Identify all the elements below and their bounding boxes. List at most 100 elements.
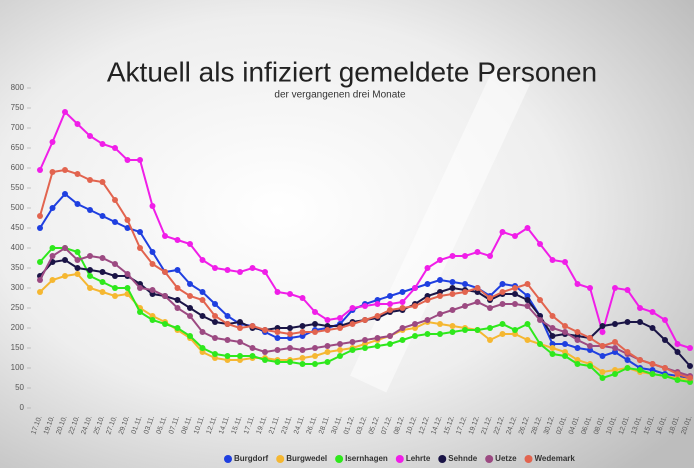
data-point bbox=[600, 375, 606, 381]
data-point bbox=[612, 345, 618, 351]
data-point bbox=[275, 359, 281, 365]
data-point bbox=[425, 265, 431, 271]
data-point bbox=[150, 203, 156, 209]
data-point bbox=[62, 191, 68, 197]
data-point bbox=[387, 307, 393, 313]
data-point bbox=[187, 305, 193, 311]
data-point bbox=[387, 301, 393, 307]
data-point bbox=[575, 337, 581, 343]
data-point bbox=[75, 265, 81, 271]
data-point bbox=[500, 229, 506, 235]
data-point bbox=[237, 353, 243, 359]
data-point bbox=[612, 285, 618, 291]
data-point bbox=[325, 359, 331, 365]
data-point bbox=[75, 121, 81, 127]
data-point bbox=[275, 329, 281, 335]
data-point bbox=[475, 249, 481, 255]
data-point bbox=[237, 325, 243, 331]
data-point bbox=[350, 321, 356, 327]
data-point bbox=[225, 337, 231, 343]
data-point bbox=[125, 271, 131, 277]
y-tick-label: 700 bbox=[11, 123, 25, 132]
data-point bbox=[162, 233, 168, 239]
data-point bbox=[300, 323, 306, 329]
data-point bbox=[500, 289, 506, 295]
data-point bbox=[200, 329, 206, 335]
data-point bbox=[262, 327, 268, 333]
data-point bbox=[337, 347, 343, 353]
data-point bbox=[187, 241, 193, 247]
data-point bbox=[50, 139, 56, 145]
data-point bbox=[100, 255, 106, 261]
data-point bbox=[625, 319, 631, 325]
data-point bbox=[225, 353, 231, 359]
data-point bbox=[100, 279, 106, 285]
data-point bbox=[512, 301, 518, 307]
legend-label: Burgdorf bbox=[234, 454, 269, 463]
data-point bbox=[675, 349, 681, 355]
data-point bbox=[600, 323, 606, 329]
data-point bbox=[175, 267, 181, 273]
data-point bbox=[650, 309, 656, 315]
data-point bbox=[462, 281, 468, 287]
data-point bbox=[112, 261, 118, 267]
data-point bbox=[575, 345, 581, 351]
data-point bbox=[450, 285, 456, 291]
data-point bbox=[600, 343, 606, 349]
data-point bbox=[37, 225, 43, 231]
data-point bbox=[500, 281, 506, 287]
data-point bbox=[612, 339, 618, 345]
data-point bbox=[600, 369, 606, 375]
data-point bbox=[225, 321, 231, 327]
data-point bbox=[612, 371, 618, 377]
data-point bbox=[637, 357, 643, 363]
data-point bbox=[650, 361, 656, 367]
data-point bbox=[600, 353, 606, 359]
data-point bbox=[337, 341, 343, 347]
data-point bbox=[250, 265, 256, 271]
data-point bbox=[437, 311, 443, 317]
data-point bbox=[37, 277, 43, 283]
y-tick-label: 500 bbox=[11, 203, 25, 212]
data-point bbox=[637, 305, 643, 311]
data-point bbox=[62, 109, 68, 115]
data-point bbox=[375, 301, 381, 307]
data-point bbox=[37, 289, 43, 295]
data-point bbox=[62, 273, 68, 279]
data-point bbox=[187, 281, 193, 287]
data-point bbox=[200, 313, 206, 319]
data-point bbox=[462, 327, 468, 333]
data-point bbox=[562, 259, 568, 265]
legend-label: Isernhagen bbox=[345, 454, 388, 463]
data-point bbox=[75, 249, 81, 255]
data-point bbox=[125, 285, 131, 291]
data-point bbox=[175, 297, 181, 303]
data-point bbox=[200, 345, 206, 351]
data-point bbox=[300, 295, 306, 301]
data-point bbox=[575, 361, 581, 367]
data-point bbox=[575, 329, 581, 335]
data-point bbox=[650, 325, 656, 331]
data-point bbox=[525, 281, 531, 287]
chart: Aktuell als infiziert gemeldete Personen… bbox=[0, 0, 694, 468]
data-point bbox=[50, 205, 56, 211]
data-point bbox=[662, 365, 668, 371]
data-point bbox=[612, 321, 618, 327]
data-point bbox=[112, 145, 118, 151]
y-tick-label: 350 bbox=[11, 263, 25, 272]
data-point bbox=[487, 305, 493, 311]
data-point bbox=[637, 319, 643, 325]
data-point bbox=[275, 347, 281, 353]
data-point bbox=[87, 267, 93, 273]
data-point bbox=[337, 315, 343, 321]
data-point bbox=[175, 305, 181, 311]
data-point bbox=[312, 309, 318, 315]
data-point bbox=[350, 305, 356, 311]
y-tick-label: 800 bbox=[11, 83, 25, 92]
data-point bbox=[625, 365, 631, 371]
data-point bbox=[175, 325, 181, 331]
data-point bbox=[587, 363, 593, 369]
data-point bbox=[62, 245, 68, 251]
data-point bbox=[525, 321, 531, 327]
data-point bbox=[550, 345, 556, 351]
